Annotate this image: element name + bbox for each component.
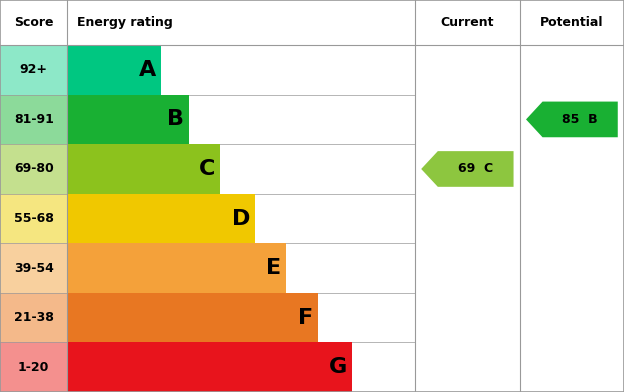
Bar [67,144,220,194]
Text: 92+: 92+ [20,64,47,76]
Bar [0,343,67,392]
Text: F: F [298,308,313,328]
Bar [0,45,67,94]
Text: 69-80: 69-80 [14,162,54,176]
Text: C: C [199,159,215,179]
Text: A: A [139,60,156,80]
Bar [0,94,67,144]
Text: Current: Current [441,16,494,29]
Text: Potential: Potential [540,16,603,29]
Bar [67,94,189,144]
Text: 21-38: 21-38 [14,311,54,324]
Text: 1-20: 1-20 [18,361,49,374]
Bar [0,243,67,293]
Text: G: G [329,357,348,377]
Text: E: E [266,258,281,278]
Text: D: D [232,209,250,229]
Text: Energy rating: Energy rating [77,16,172,29]
Text: 69  C: 69 C [458,162,493,176]
Bar [0,144,67,194]
Text: 39-54: 39-54 [14,261,54,275]
Text: 81-91: 81-91 [14,113,54,126]
Text: B: B [167,109,184,129]
Bar [0,194,67,243]
Text: 85  B: 85 B [562,113,598,126]
Bar [67,293,318,343]
Bar [67,243,286,293]
Text: Score: Score [14,16,54,29]
Polygon shape [421,151,514,187]
Bar [67,45,161,94]
Text: 55-68: 55-68 [14,212,54,225]
Polygon shape [526,102,618,137]
Bar [67,194,255,243]
Bar [0,293,67,343]
Bar [67,343,353,392]
